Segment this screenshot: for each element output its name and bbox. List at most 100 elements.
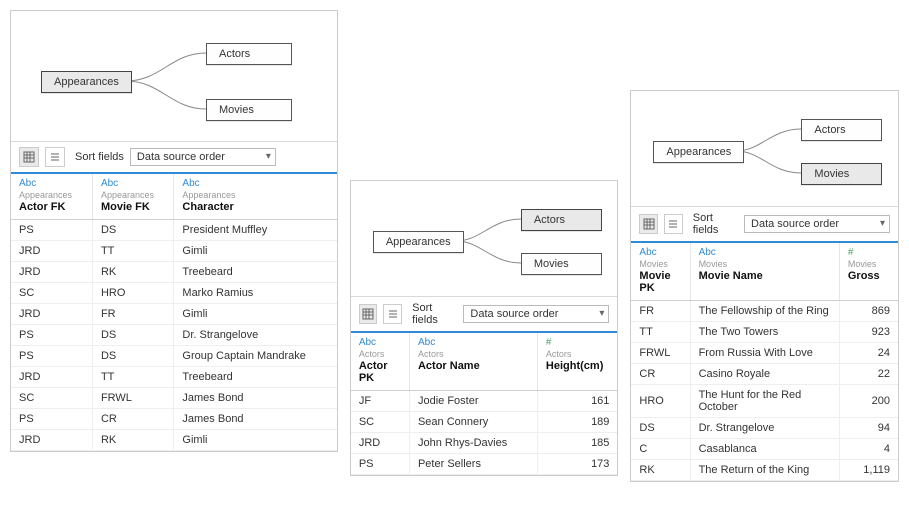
column-header[interactable]: AbcMoviesMovie PK [631, 243, 690, 301]
table-row[interactable]: CRCasino Royale22 [631, 364, 898, 385]
table-cell: Group Captain Mandrake [174, 346, 337, 367]
sort-dropdown[interactable]: Data source order [463, 305, 609, 323]
table-cell: The Fellowship of the Ring [690, 301, 839, 322]
grid-view-icon[interactable] [19, 147, 39, 167]
table-row[interactable]: SCSean Connery189 [351, 412, 618, 433]
table-cell: 869 [839, 301, 898, 322]
table-row[interactable]: RKThe Return of the King1,119 [631, 460, 898, 481]
table-row[interactable]: DSDr. Strangelove94 [631, 418, 898, 439]
node-appearances[interactable]: Appearances [653, 141, 744, 163]
table-cell: 189 [537, 412, 617, 433]
table-cell: 22 [839, 364, 898, 385]
column-header[interactable]: AbcActorsActor PK [351, 333, 410, 391]
table-cell: 923 [839, 322, 898, 343]
table-cell: RK [631, 460, 690, 481]
node-movies[interactable]: Movies [206, 99, 292, 121]
relationship-diagram: Appearances Actors Movies [631, 91, 898, 206]
table-row[interactable]: JRDJohn Rhys-Davies185 [351, 433, 618, 454]
table-cell: 185 [537, 433, 617, 454]
column-header[interactable]: AbcMoviesMovie Name [690, 243, 839, 301]
panel-movies: Appearances Actors Movies Sort fields Da… [630, 90, 899, 482]
panel-appearances: Appearances Actors Movies Sort fields Da… [10, 10, 338, 452]
table-cell: SC [11, 283, 92, 304]
table-row[interactable]: PSDSGroup Captain Mandrake [11, 346, 337, 367]
table-cell: PS [11, 220, 92, 241]
grid-view-icon[interactable] [359, 304, 378, 324]
column-header[interactable]: #MoviesGross [839, 243, 898, 301]
table-row[interactable]: JRDFRGimli [11, 304, 337, 325]
table-cell: PS [11, 325, 92, 346]
table-row[interactable]: JRDTTGimli [11, 241, 337, 262]
table-row[interactable]: JRDRKTreebeard [11, 262, 337, 283]
table-cell: HRO [631, 385, 690, 418]
table-cell: The Return of the King [690, 460, 839, 481]
node-movies[interactable]: Movies [801, 163, 882, 185]
relationship-diagram: Appearances Actors Movies [11, 11, 337, 141]
table-cell: The Hunt for the Red October [690, 385, 839, 418]
table-cell: FR [631, 301, 690, 322]
sort-toolbar: Sort fields Data source order [351, 296, 618, 333]
table-row[interactable]: PSDSPresident Muffley [11, 220, 337, 241]
table-cell: Gimli [174, 430, 337, 451]
table-cell: Treebeard [174, 262, 337, 283]
table-row[interactable]: HROThe Hunt for the Red October200 [631, 385, 898, 418]
table-cell: CR [92, 409, 173, 430]
panel-actors: Appearances Actors Movies Sort fields Da… [350, 180, 619, 476]
table-row[interactable]: FRWLFrom Russia With Love24 [631, 343, 898, 364]
list-view-icon[interactable] [383, 304, 402, 324]
sort-dropdown[interactable]: Data source order [130, 148, 276, 166]
table-row[interactable]: SCHROMarko Ramius [11, 283, 337, 304]
table-row[interactable]: PSPeter Sellers173 [351, 454, 618, 475]
column-header[interactable]: #ActorsHeight(cm) [537, 333, 617, 391]
node-actors[interactable]: Actors [521, 209, 602, 231]
sort-toolbar: Sort fields Data source order [11, 141, 337, 174]
table-cell: FR [92, 304, 173, 325]
data-table-appearances: AbcAppearancesActor FKAbcAppearancesMovi… [11, 174, 337, 451]
table-cell: Casino Royale [690, 364, 839, 385]
table-cell: John Rhys-Davies [409, 433, 537, 454]
table-cell: From Russia With Love [690, 343, 839, 364]
table-cell: PS [11, 346, 92, 367]
table-cell: JRD [11, 262, 92, 283]
node-actors[interactable]: Actors [801, 119, 882, 141]
column-header[interactable]: AbcAppearancesMovie FK [92, 174, 173, 220]
table-cell: RK [92, 262, 173, 283]
table-cell: Peter Sellers [409, 454, 537, 475]
table-cell: HRO [92, 283, 173, 304]
table-row[interactable]: PSDSDr. Strangelove [11, 325, 337, 346]
table-cell: TT [631, 322, 690, 343]
table-cell: FRWL [92, 388, 173, 409]
node-actors[interactable]: Actors [206, 43, 292, 65]
table-row[interactable]: CCasablanca4 [631, 439, 898, 460]
column-header[interactable]: AbcAppearancesCharacter [174, 174, 337, 220]
table-cell: Dr. Strangelove [174, 325, 337, 346]
table-row[interactable]: JFJodie Foster161 [351, 391, 618, 412]
table-cell: 94 [839, 418, 898, 439]
table-cell: Gimli [174, 241, 337, 262]
table-row[interactable]: FRThe Fellowship of the Ring869 [631, 301, 898, 322]
table-row[interactable]: PSCRJames Bond [11, 409, 337, 430]
table-cell: James Bond [174, 409, 337, 430]
grid-view-icon[interactable] [639, 214, 658, 234]
table-row[interactable]: TTThe Two Towers923 [631, 322, 898, 343]
table-row[interactable]: JRDTTTreebeard [11, 367, 337, 388]
node-appearances[interactable]: Appearances [41, 71, 132, 93]
table-cell: SC [351, 412, 410, 433]
table-cell: PS [11, 409, 92, 430]
node-appearances[interactable]: Appearances [373, 231, 464, 253]
node-movies[interactable]: Movies [521, 253, 602, 275]
list-view-icon[interactable] [45, 147, 65, 167]
table-cell: JRD [11, 367, 92, 388]
table-cell: 173 [537, 454, 617, 475]
table-row[interactable]: JRDRKGimli [11, 430, 337, 451]
sort-toolbar: Sort fields Data source order [631, 206, 898, 243]
list-view-icon[interactable] [664, 214, 683, 234]
data-table-movies: AbcMoviesMovie PKAbcMoviesMovie Name#Mov… [631, 243, 898, 481]
column-header[interactable]: AbcActorsActor Name [409, 333, 537, 391]
table-row[interactable]: SCFRWLJames Bond [11, 388, 337, 409]
table-cell: FRWL [631, 343, 690, 364]
table-cell: The Two Towers [690, 322, 839, 343]
table-cell: 4 [839, 439, 898, 460]
column-header[interactable]: AbcAppearancesActor FK [11, 174, 92, 220]
sort-dropdown[interactable]: Data source order [744, 215, 890, 233]
